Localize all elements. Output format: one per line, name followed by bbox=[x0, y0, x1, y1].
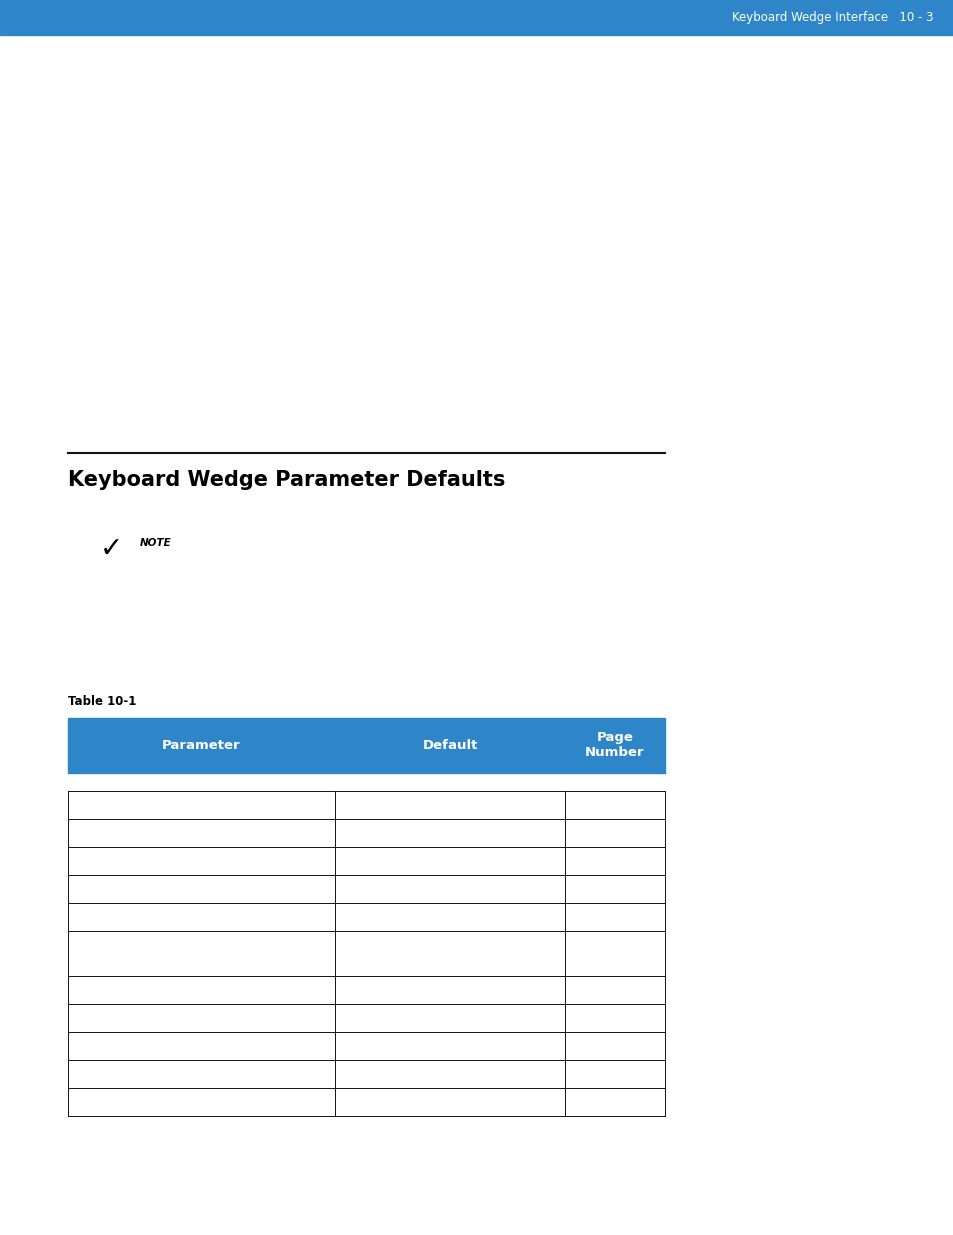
Text: Keyboard Wedge Interface   10 - 3: Keyboard Wedge Interface 10 - 3 bbox=[732, 11, 933, 23]
Text: Page
Number: Page Number bbox=[584, 731, 644, 760]
Text: Default: Default bbox=[422, 739, 477, 752]
Text: Keyboard Wedge Parameter Defaults: Keyboard Wedge Parameter Defaults bbox=[68, 471, 505, 490]
Text: NOTE: NOTE bbox=[140, 538, 172, 548]
Text: ✓: ✓ bbox=[100, 535, 123, 563]
Text: Table 10-1: Table 10-1 bbox=[68, 695, 136, 708]
Bar bbox=[0, 0, 953, 35]
Bar bbox=[68, 718, 664, 773]
Text: Parameter: Parameter bbox=[162, 739, 240, 752]
